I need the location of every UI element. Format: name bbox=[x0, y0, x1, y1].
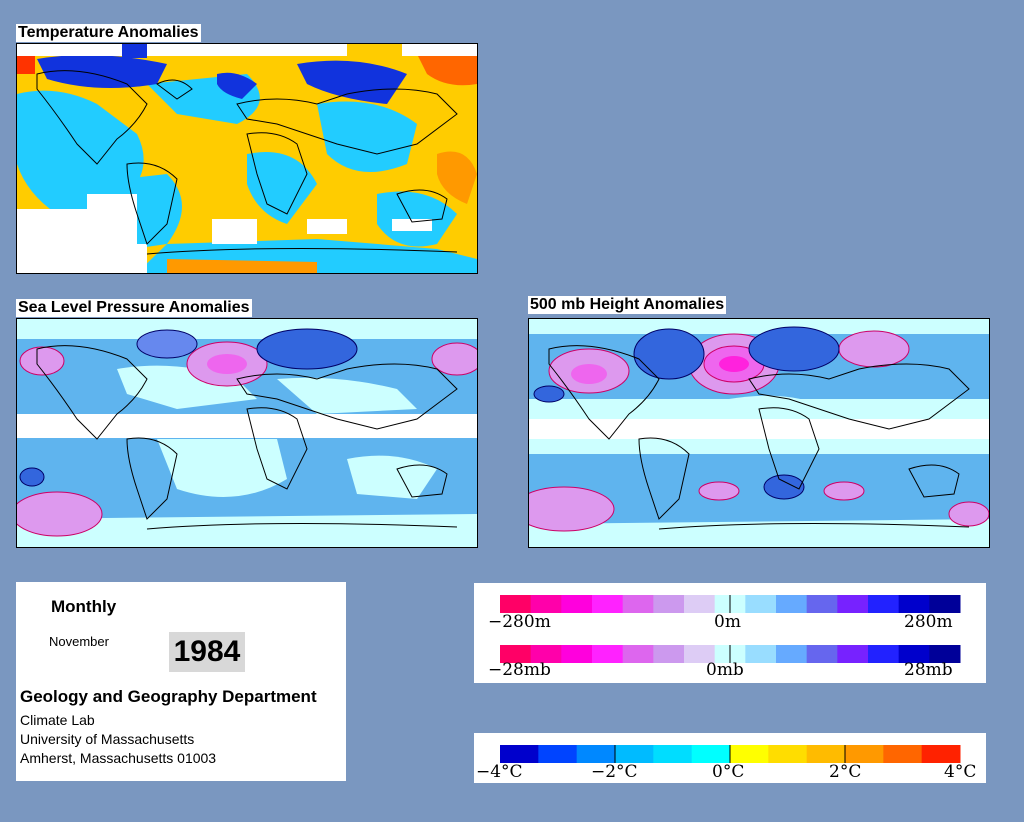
temperature-swatch-9 bbox=[845, 745, 884, 763]
pressure-swatch-10 bbox=[806, 645, 838, 663]
height-swatch-4 bbox=[622, 595, 654, 613]
slp-anomaly-map bbox=[16, 318, 478, 548]
pressure-swatch-9 bbox=[776, 645, 808, 663]
height-anomaly-map bbox=[528, 318, 990, 548]
temp-label-0: −4°C bbox=[476, 762, 523, 782]
university-label: University of Massachusetts bbox=[20, 731, 195, 747]
temp-label-2: 0°C bbox=[712, 762, 745, 782]
pressure-swatch-6 bbox=[684, 645, 716, 663]
pressure-swatch-2 bbox=[561, 645, 593, 663]
pressure-swatch-11 bbox=[837, 645, 869, 663]
pressure-swatch-5 bbox=[653, 645, 685, 663]
height-pressure-legend: −280m 0m 280m −28mb 0mb 28mb bbox=[474, 583, 986, 683]
height-swatch-2 bbox=[561, 595, 593, 613]
height-swatch-13 bbox=[898, 595, 930, 613]
height-map-title: 500 mb Height Anomalies bbox=[528, 296, 727, 314]
temperature-swatch-7 bbox=[768, 745, 808, 763]
pressure-swatch-13 bbox=[898, 645, 930, 663]
pressure-swatch-1 bbox=[530, 645, 562, 663]
pressure-swatch-8 bbox=[745, 645, 777, 663]
temperature-legend: −4°C −2°C 0°C 2°C 4°C bbox=[474, 733, 986, 783]
temperature-anomaly-map bbox=[16, 43, 478, 274]
height-label-max: 280m bbox=[904, 612, 953, 632]
temperature-swatch-4 bbox=[653, 745, 693, 763]
year-label: 1984 bbox=[169, 632, 245, 672]
height-swatch-0 bbox=[500, 595, 532, 613]
pressure-label-max: 28mb bbox=[904, 660, 953, 680]
pressure-swatch-12 bbox=[868, 645, 900, 663]
slp-map-title: Sea Level Pressure Anomalies bbox=[16, 299, 252, 317]
pressure-swatch-4 bbox=[622, 645, 654, 663]
temperature-swatch-8 bbox=[806, 745, 846, 763]
height-swatch-14 bbox=[929, 595, 961, 613]
height-swatch-1 bbox=[530, 595, 562, 613]
height-label-min: −280m bbox=[488, 612, 551, 632]
address-label: Amherst, Massachusetts 01003 bbox=[20, 750, 217, 766]
pressure-swatch-0 bbox=[500, 645, 532, 663]
pressure-label-zero: 0mb bbox=[706, 660, 744, 680]
temperature-swatch-3 bbox=[615, 745, 654, 763]
height-label-zero: 0m bbox=[714, 612, 741, 632]
height-swatch-5 bbox=[653, 595, 685, 613]
pressure-swatch-14 bbox=[929, 645, 961, 663]
month-label: November bbox=[49, 634, 109, 649]
temperature-swatch-1 bbox=[538, 745, 578, 763]
temp-label-4: 4°C bbox=[944, 762, 977, 782]
height-swatch-3 bbox=[592, 595, 624, 613]
height-swatch-12 bbox=[868, 595, 900, 613]
temperature-swatch-10 bbox=[883, 745, 923, 763]
info-panel: Monthly November 1984 Geology and Geogra… bbox=[16, 582, 346, 781]
height-swatch-10 bbox=[806, 595, 838, 613]
period-label: Monthly bbox=[51, 597, 117, 616]
temperature-swatch-11 bbox=[921, 745, 961, 763]
temperature-swatch-2 bbox=[576, 745, 616, 763]
temperature-swatch-0 bbox=[500, 745, 539, 763]
lab-label: Climate Lab bbox=[20, 712, 95, 728]
temperature-map-title: Temperature Anomalies bbox=[16, 24, 201, 42]
height-colorbar bbox=[500, 595, 961, 663]
height-swatch-6 bbox=[684, 595, 716, 613]
pressure-swatch-3 bbox=[592, 645, 624, 663]
temp-label-3: 2°C bbox=[829, 762, 862, 782]
temp-label-1: −2°C bbox=[591, 762, 638, 782]
temperature-swatch-6 bbox=[730, 745, 769, 763]
temperature-colorbar bbox=[500, 745, 961, 763]
height-swatch-11 bbox=[837, 595, 869, 613]
pressure-label-min: −28mb bbox=[488, 660, 551, 680]
height-swatch-9 bbox=[776, 595, 808, 613]
height-swatch-8 bbox=[745, 595, 777, 613]
department-label: Geology and Geography Department bbox=[20, 687, 317, 706]
temperature-swatch-5 bbox=[691, 745, 731, 763]
